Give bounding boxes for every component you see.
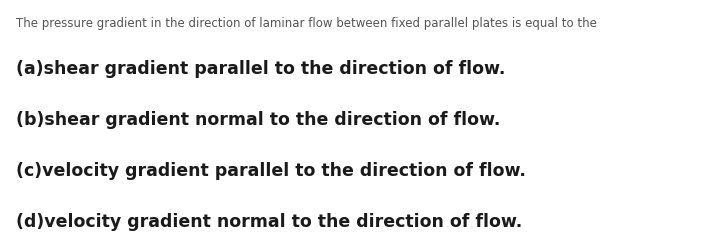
Text: (c)velocity gradient parallel to the direction of flow.: (c)velocity gradient parallel to the dir… [16, 162, 526, 180]
Text: (b)shear gradient normal to the direction of flow.: (b)shear gradient normal to the directio… [16, 111, 500, 129]
Text: (a)shear gradient parallel to the direction of flow.: (a)shear gradient parallel to the direct… [16, 60, 505, 78]
Text: (d)velocity gradient normal to the direction of flow.: (d)velocity gradient normal to the direc… [16, 213, 522, 231]
Text: The pressure gradient in the direction of laminar flow between fixed parallel pl: The pressure gradient in the direction o… [16, 17, 596, 30]
